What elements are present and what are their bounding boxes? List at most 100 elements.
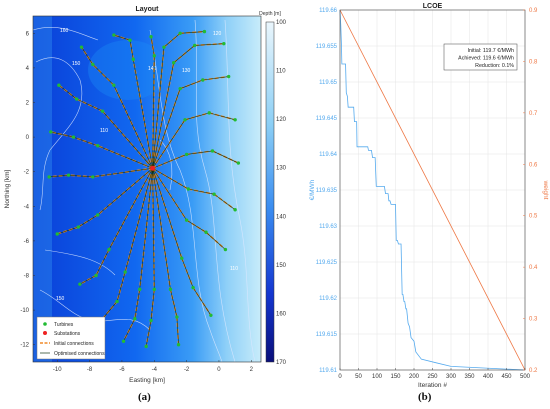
right-tick-label: 0.6: [529, 162, 538, 168]
lcoe-x-axis-label: Iteration #: [418, 382, 447, 389]
x-tick-label: 0: [217, 367, 221, 373]
right-tick-label: 0.2: [529, 368, 538, 374]
turbine-marker: [55, 232, 59, 236]
legend-entry: Turbines: [54, 322, 74, 328]
turbine-marker: [74, 97, 79, 101]
optimised-connection: [173, 45, 195, 63]
contour-label: 140: [148, 66, 157, 72]
turbine-marker: [186, 187, 190, 191]
y-tick-label: -10: [20, 308, 29, 314]
lcoe-series-line: [339, 9, 526, 371]
optimised-connection: [108, 168, 153, 250]
optimised-connection: [50, 131, 74, 138]
contour-label: 150: [72, 61, 81, 67]
left-tick-label: 119.61: [319, 368, 338, 374]
turbine-marker: [184, 152, 189, 157]
turbine-marker: [138, 287, 142, 292]
colorbar-tick-label: 140: [276, 214, 287, 220]
optimised-connection: [152, 154, 187, 169]
optimised-connection: [92, 64, 115, 86]
optimised-connection: [97, 145, 153, 169]
optimised-connection: [181, 258, 194, 288]
turbine-marker: [223, 247, 228, 252]
y-tick-label: -6: [24, 239, 30, 245]
optimised-connection: [152, 119, 186, 169]
map-frame: [32, 15, 262, 363]
map-title: Layout: [136, 6, 160, 13]
y-tick-label: -2: [24, 170, 30, 176]
optimised-connection: [163, 33, 181, 48]
optimised-connection: [124, 168, 153, 273]
optimised-connection: [152, 88, 181, 169]
turbine-marker: [94, 273, 98, 278]
optimised-connection: [180, 79, 203, 89]
turbine-marker: [162, 45, 166, 49]
turbine-marker: [152, 54, 156, 58]
x-tick-label: 250: [427, 374, 438, 380]
turbine-marker: [95, 213, 100, 217]
y-tick-label: -12: [20, 343, 29, 349]
x-tick-label: -8: [87, 367, 93, 373]
optimised-connection: [73, 136, 98, 147]
turbine-marker: [112, 33, 116, 37]
turbine-marker: [209, 313, 213, 317]
y-tick-label: -8: [24, 274, 30, 280]
lcoe-y-axis-label: €/MWh: [309, 179, 316, 200]
turbine-marker: [79, 45, 84, 49]
turbine-marker: [180, 256, 184, 260]
optimised-connection: [152, 168, 183, 259]
optimised-connection: [79, 275, 97, 285]
optimised-connection: [145, 320, 152, 347]
optimised-connection: [186, 219, 207, 233]
optimised-connection: [152, 55, 155, 169]
optimised-connection: [152, 168, 171, 290]
turbine-marker: [112, 83, 116, 87]
contour-7: [159, 139, 173, 191]
optimised-connection: [213, 193, 236, 211]
turbine-marker: [175, 315, 179, 319]
annotation-line: Reduction: 0.1%: [475, 63, 514, 69]
x-tick-label: 350: [464, 374, 475, 380]
x-tick-label: 0: [338, 374, 342, 380]
turbine-marker: [57, 83, 61, 87]
turbine-marker: [222, 41, 226, 46]
optimised-connection: [186, 150, 213, 155]
optimised-connection: [202, 76, 229, 81]
turbine-marker: [236, 161, 241, 165]
turbine-marker: [115, 299, 119, 304]
x-tick-label: 200: [409, 374, 420, 380]
turbine-marker: [100, 109, 105, 113]
annotation-line: Achieved: 119.6 €/MWh: [458, 56, 514, 62]
optimised-connections: [49, 31, 239, 347]
turbine-marker: [176, 343, 181, 347]
optimised-connection: [139, 168, 153, 290]
legend-entry: Optimised connections: [54, 351, 105, 357]
optimised-connection: [192, 287, 212, 316]
colorbar-tick-label: 130: [276, 166, 287, 172]
turbine-marker: [204, 230, 208, 234]
turbine-marker: [191, 285, 195, 290]
y-tick-label: 6: [26, 31, 30, 37]
map-y-axis-label: Northing [km]: [4, 169, 11, 208]
layout-panel: 160 150 140 130 120 110 150 140 110 Layout -10 -8 -6…: [4, 6, 287, 384]
turbine-marker: [149, 35, 153, 39]
colorbar-tick-label: 110: [276, 69, 286, 75]
x-tick-label: 150: [390, 374, 401, 380]
turbine-marker: [123, 270, 127, 274]
colorbar-tick-label: 120: [276, 117, 287, 123]
turbine-marker: [91, 175, 95, 179]
map-legend: [36, 316, 106, 360]
turbine-marker: [226, 74, 231, 79]
turbine-marker: [71, 135, 76, 139]
contour-6: [44, 249, 116, 276]
layout-map-svg: 160 150 140 130 120 110 150 140 110 Layout -10 -8 -6…: [4, 6, 287, 384]
optimised-connection: [92, 167, 153, 178]
x-tick-label: 500: [520, 374, 531, 380]
x-tick-label: -10: [53, 367, 62, 373]
optimised-connection: [180, 31, 205, 34]
optimised-connection: [205, 232, 226, 250]
right-tick-label: 0.9: [529, 8, 538, 14]
annotation-box: [443, 43, 518, 71]
map-x-axis-label: Easting [km]: [129, 377, 165, 384]
optimised-connection: [184, 112, 210, 121]
